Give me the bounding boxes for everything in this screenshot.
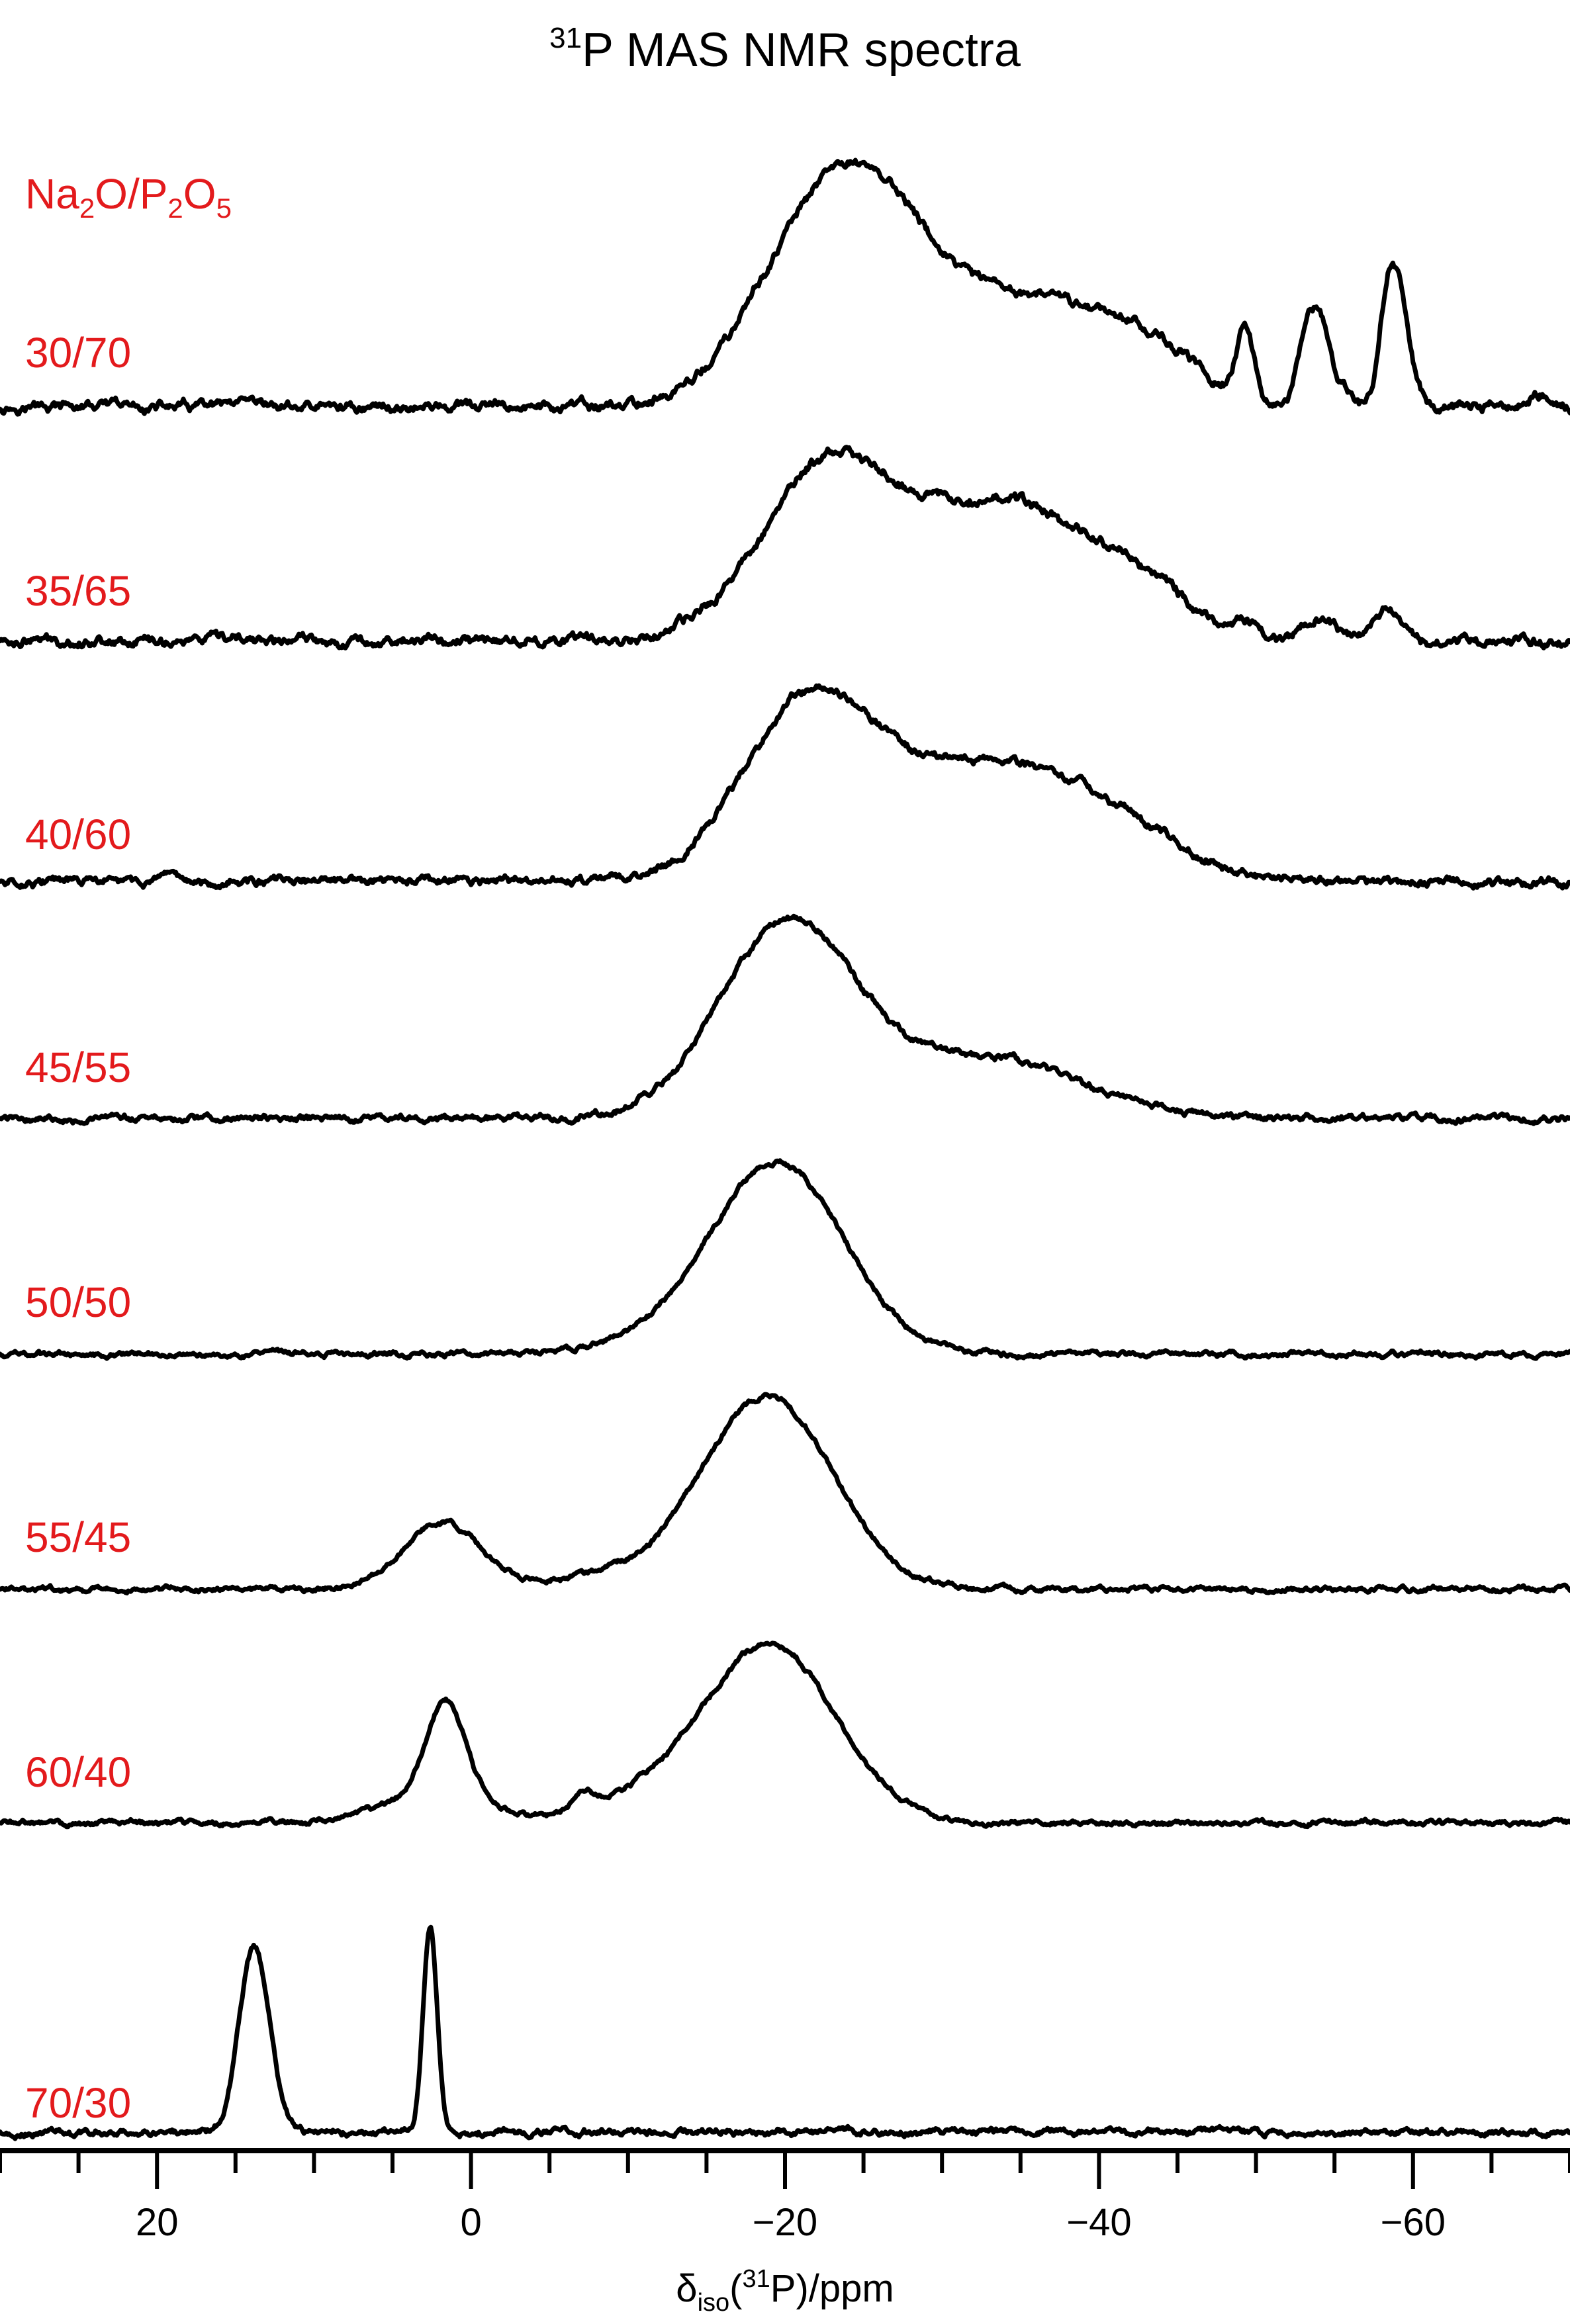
series-label-60-40: 60/40 (25, 1748, 131, 1796)
legend-title-part: O (183, 170, 216, 218)
x-axis-label-delta: δ (676, 2267, 697, 2310)
trace-30-70 (0, 157, 1570, 417)
x-axis-label-sub: iso (698, 2289, 730, 2317)
x-axis-label-sup: 31 (742, 2265, 770, 2293)
chart-title-sup: 31 (549, 22, 582, 54)
trace-40-60 (0, 683, 1570, 891)
tick-label: 0 (460, 2201, 481, 2244)
legend-title-part: O/P (95, 170, 167, 218)
trace-35-65 (0, 445, 1570, 650)
series-label-30-70: 30/70 (25, 329, 131, 377)
legend-title-part: Na (25, 170, 79, 218)
series-label-70-30: 70/30 (25, 2079, 131, 2127)
series-traces (0, 157, 1570, 2141)
trace-45-55 (0, 913, 1570, 1126)
tick-label: −60 (1381, 2201, 1446, 2244)
chart-title: 31P MAS NMR spectra (549, 22, 1021, 77)
x-axis-label-rest: P)/ppm (770, 2267, 894, 2310)
trace-70-30 (0, 1924, 1570, 2141)
x-axis-ticks (0, 2151, 1570, 2189)
series-label-35-65: 35/65 (25, 567, 131, 615)
trace-55-45 (0, 1392, 1570, 1595)
chart-title-main: P MAS NMR spectra (582, 24, 1021, 77)
x-axis-tick-labels: 20 0 −20 −40 −60 (136, 2201, 1446, 2244)
series-labels: 30/70 35/65 40/60 45/55 50/50 55/45 60/40 70/30 (25, 329, 131, 2127)
tick-label: −40 (1066, 2201, 1131, 2244)
series-label-40-60: 40/60 (25, 811, 131, 858)
legend-title-subscript: 5 (216, 193, 232, 224)
legend-title-subscript: 2 (79, 193, 95, 224)
tick-label: 20 (136, 2201, 179, 2244)
trace-50-50 (0, 1158, 1570, 1361)
x-axis-label: δiso(31P)/ppm (676, 2265, 894, 2317)
x-axis-label-paren: ( (729, 2267, 742, 2310)
series-label-55-45: 55/45 (25, 1513, 131, 1561)
tick-label: −20 (753, 2201, 817, 2244)
legend-title: Na2O/P2O5 (25, 170, 232, 224)
trace-60-40 (0, 1640, 1570, 1830)
series-label-50-50: 50/50 (25, 1278, 131, 1326)
legend-title-subscript: 2 (167, 193, 183, 224)
series-label-45-55: 45/55 (25, 1044, 131, 1091)
